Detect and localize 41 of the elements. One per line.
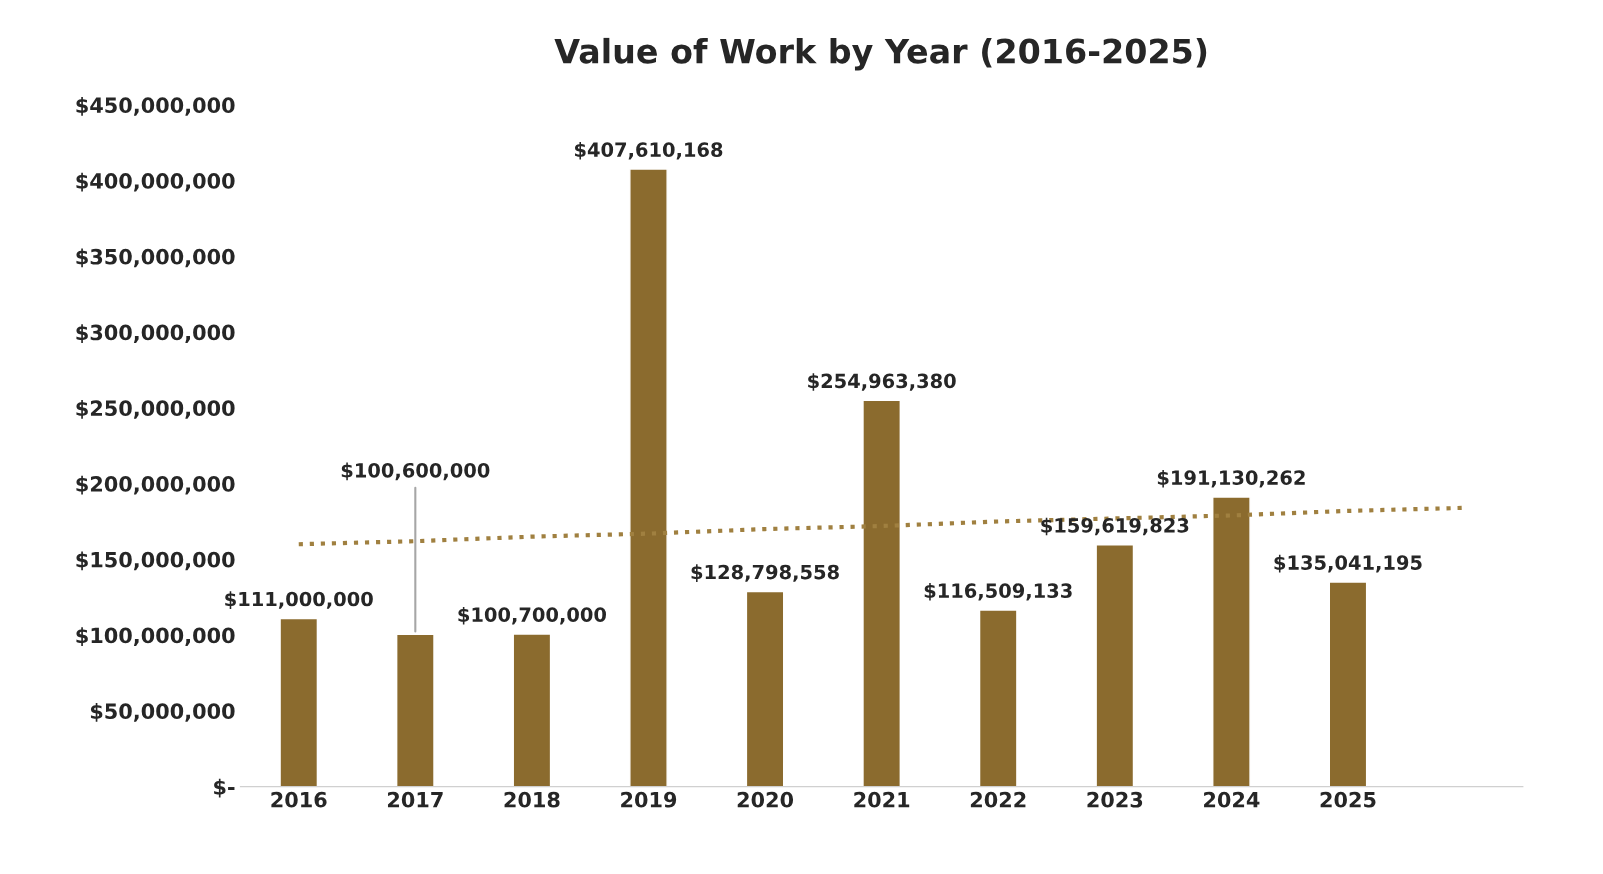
y-tick-label: $200,000,000 bbox=[76, 475, 235, 495]
data-label: $111,000,000 bbox=[225, 591, 373, 609]
y-tick-label: $300,000,000 bbox=[76, 324, 235, 344]
x-tick-label: 2024 bbox=[1204, 791, 1260, 808]
bar bbox=[978, 609, 1018, 787]
x-tick-label: 2021 bbox=[854, 791, 910, 808]
x-tick-label: 2022 bbox=[970, 791, 1026, 808]
x-tick-label: 2020 bbox=[737, 791, 794, 808]
y-tick-label: $250,000,000 bbox=[76, 399, 235, 419]
y-tick-label: $450,000,000 bbox=[76, 96, 235, 116]
bar bbox=[862, 399, 901, 787]
data-label: $116,509,133 bbox=[924, 582, 1072, 601]
data-label: $159,619,823 bbox=[1041, 517, 1189, 536]
data-label: $254,963,380 bbox=[808, 373, 956, 391]
y-tick-label: $50,000,000 bbox=[90, 702, 235, 722]
x-tick-label: 2017 bbox=[387, 791, 443, 808]
y-tick-label: $400,000,000 bbox=[76, 172, 235, 192]
x-tick-label: 2018 bbox=[504, 791, 560, 808]
x-tick-label: 2025 bbox=[1320, 791, 1376, 808]
bar bbox=[512, 633, 552, 787]
chart-title: Value of Work by Year (2016-2025) bbox=[554, 37, 1207, 71]
bar bbox=[279, 617, 319, 787]
x-tick-label: 2019 bbox=[621, 791, 677, 808]
y-tick-label: $350,000,000 bbox=[76, 248, 235, 268]
x-tick-label: 2016 bbox=[271, 791, 327, 808]
bar bbox=[1212, 496, 1251, 787]
bar bbox=[629, 168, 668, 787]
data-label: $100,600,000 bbox=[341, 462, 490, 481]
data-label: $135,041,195 bbox=[1274, 554, 1422, 573]
data-label: $191,130,262 bbox=[1157, 469, 1305, 488]
data-label: $407,610,168 bbox=[574, 141, 723, 160]
bar bbox=[1095, 544, 1135, 787]
x-tick-label: 2023 bbox=[1087, 791, 1143, 808]
y-tick-label: $100,000,000 bbox=[76, 627, 235, 647]
data-label: $100,700,000 bbox=[458, 606, 607, 625]
bar bbox=[395, 633, 435, 787]
bar bbox=[745, 590, 785, 787]
data-label: $128,798,558 bbox=[691, 564, 839, 582]
y-tick-label: $- bbox=[214, 778, 235, 798]
y-tick-label: $150,000,000 bbox=[76, 551, 235, 571]
bar bbox=[1328, 581, 1368, 787]
